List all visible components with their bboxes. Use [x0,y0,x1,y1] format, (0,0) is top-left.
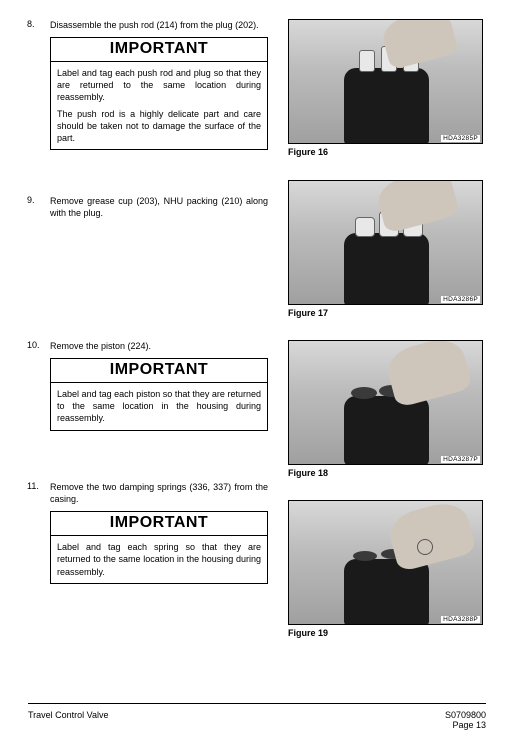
important-para: Label and tag each spring so that they a… [57,541,261,577]
figure-18: HDA3287P Figure 18 [288,340,483,478]
important-box: IMPORTANT Label and tag each push rod an… [50,37,268,150]
step-text: Remove the two damping springs (336, 337… [50,481,268,505]
figure-code: HDA3287P [441,456,480,463]
figure-16: HDA3285P Figure 16 [288,19,483,157]
important-box: IMPORTANT Label and tag each piston so t… [50,358,268,430]
figure-19: HDA3288P Figure 19 [288,500,483,638]
figure-image: HDA3287P [288,340,483,465]
step-10: 10. Remove the piston (224). IMPORTANT L… [28,340,268,431]
important-para: Label and tag each piston so that they a… [57,388,261,424]
important-body: Label and tag each spring so that they a… [51,536,267,582]
step-number: 10. [27,340,40,350]
footer-rule [28,703,486,704]
important-box: IMPORTANT Label and tag each spring so t… [50,511,268,583]
figure-code: HDA3286P [441,296,480,303]
figure-17: HDA3286P Figure 17 [288,180,483,318]
step-text: Disassemble the push rod (214) from the … [50,19,268,31]
figure-image: HDA3286P [288,180,483,305]
footer-title: Travel Control Valve [28,710,109,720]
step-11: 11. Remove the two damping springs (336,… [28,481,268,584]
important-para: The push rod is a highly delicate part a… [57,108,261,144]
page: 8. Disassemble the push rod (214) from t… [0,0,514,744]
figure-code: HDA3288P [441,616,480,623]
step-number: 11. [27,481,39,491]
step-number: 8. [27,19,35,29]
important-heading: IMPORTANT [51,38,267,62]
step-text: Remove grease cup (203), NHU packing (21… [50,195,268,219]
important-body: Label and tag each piston so that they a… [51,383,267,429]
step-number: 9. [27,195,35,205]
footer-right: S0709800 Page 13 [445,710,486,730]
figure-code: HDA3285P [441,135,480,142]
important-heading: IMPORTANT [51,359,267,383]
important-para: Label and tag each push rod and plug so … [57,67,261,103]
important-body: Label and tag each push rod and plug so … [51,62,267,149]
figure-image: HDA3288P [288,500,483,625]
figure-caption: Figure 19 [288,628,483,638]
figure-caption: Figure 18 [288,468,483,478]
figure-caption: Figure 16 [288,147,483,157]
important-heading: IMPORTANT [51,512,267,536]
footer-page: Page 13 [445,720,486,730]
step-text: Remove the piston (224). [50,340,268,352]
figure-image: HDA3285P [288,19,483,144]
step-8: 8. Disassemble the push rod (214) from t… [28,19,268,150]
step-9: 9. Remove grease cup (203), NHU packing … [28,195,268,219]
footer-doc: S0709800 [445,710,486,720]
figure-caption: Figure 17 [288,308,483,318]
